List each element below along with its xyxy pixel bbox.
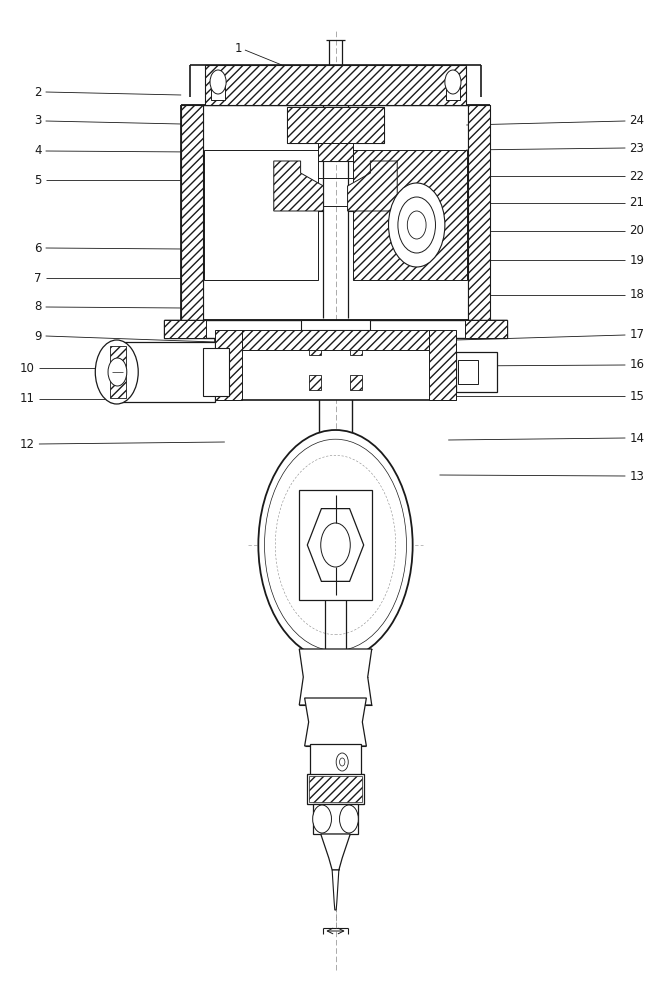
Text: 11: 11 xyxy=(20,392,35,406)
Bar xyxy=(353,150,467,280)
Circle shape xyxy=(313,805,331,833)
Circle shape xyxy=(321,523,350,567)
Polygon shape xyxy=(350,350,362,355)
Circle shape xyxy=(340,805,358,833)
Text: 5: 5 xyxy=(34,174,42,186)
Text: 21: 21 xyxy=(629,196,644,210)
Polygon shape xyxy=(309,350,321,355)
Circle shape xyxy=(389,183,445,267)
Text: 10: 10 xyxy=(20,361,35,374)
Bar xyxy=(211,86,225,100)
Text: 18: 18 xyxy=(629,288,644,302)
Bar xyxy=(318,143,353,161)
Text: 7: 7 xyxy=(34,271,42,284)
Bar xyxy=(203,348,229,396)
Bar xyxy=(309,776,362,802)
Circle shape xyxy=(210,70,226,94)
Bar xyxy=(465,320,507,338)
Circle shape xyxy=(258,430,413,660)
Text: 23: 23 xyxy=(629,141,644,154)
Circle shape xyxy=(340,758,345,766)
Circle shape xyxy=(95,340,138,404)
Circle shape xyxy=(108,358,127,386)
Bar xyxy=(204,150,318,280)
Bar xyxy=(307,774,364,804)
Text: 13: 13 xyxy=(629,470,644,483)
Bar xyxy=(310,744,361,780)
Text: 9: 9 xyxy=(34,330,42,342)
Bar xyxy=(456,352,497,392)
Polygon shape xyxy=(305,698,366,746)
Circle shape xyxy=(407,211,426,239)
Text: 22: 22 xyxy=(629,169,644,182)
Text: 20: 20 xyxy=(629,225,644,237)
Text: 14: 14 xyxy=(629,432,644,444)
Bar xyxy=(215,330,456,400)
Bar xyxy=(446,86,460,100)
Polygon shape xyxy=(332,870,339,910)
Polygon shape xyxy=(321,834,350,870)
Text: 6: 6 xyxy=(34,241,42,254)
Polygon shape xyxy=(350,375,362,390)
Text: 17: 17 xyxy=(629,328,644,342)
Polygon shape xyxy=(348,161,397,211)
Polygon shape xyxy=(309,375,321,390)
Bar xyxy=(299,490,372,600)
Bar xyxy=(242,330,429,350)
Bar xyxy=(110,346,126,398)
Polygon shape xyxy=(274,161,323,211)
Text: 19: 19 xyxy=(629,253,644,266)
Text: 4: 4 xyxy=(34,144,42,157)
Text: 2: 2 xyxy=(34,86,42,99)
Bar xyxy=(301,320,370,330)
Bar xyxy=(164,320,507,338)
Polygon shape xyxy=(299,649,372,705)
Bar xyxy=(110,342,215,402)
Circle shape xyxy=(398,197,435,253)
Bar xyxy=(458,360,478,384)
Text: 3: 3 xyxy=(34,114,42,127)
Bar xyxy=(310,330,361,338)
Text: 15: 15 xyxy=(629,389,644,402)
Circle shape xyxy=(445,70,461,94)
Text: 24: 24 xyxy=(629,114,644,127)
Circle shape xyxy=(336,753,348,771)
Text: 8: 8 xyxy=(34,300,42,314)
Bar xyxy=(468,105,490,320)
Circle shape xyxy=(264,439,407,651)
Bar xyxy=(164,320,206,338)
Text: 12: 12 xyxy=(20,438,35,450)
Polygon shape xyxy=(307,509,364,581)
Bar xyxy=(429,330,456,400)
Bar xyxy=(215,330,242,400)
Bar xyxy=(313,804,358,834)
Bar xyxy=(205,65,466,105)
Bar xyxy=(287,107,384,143)
Bar xyxy=(181,105,203,320)
Text: 16: 16 xyxy=(629,359,644,371)
Text: 1: 1 xyxy=(234,41,242,54)
